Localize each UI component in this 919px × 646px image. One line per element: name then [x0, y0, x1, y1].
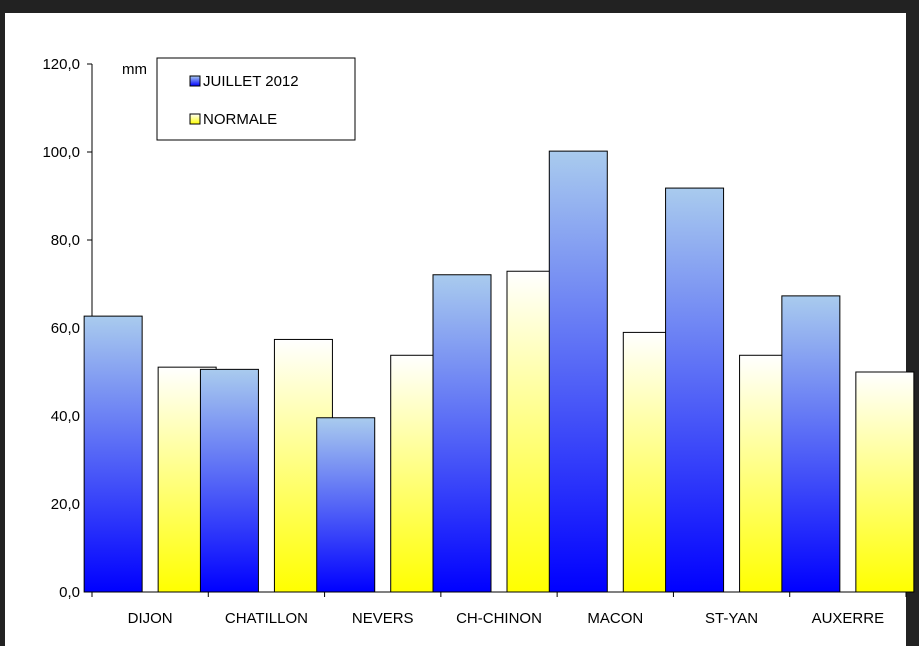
x-tick-label: NEVERS: [352, 610, 414, 627]
y-tick-label: 60,0: [51, 320, 80, 337]
legend: JUILLET 2012 NORMALE: [156, 57, 356, 141]
x-tick-label: AUXERRE: [812, 610, 885, 627]
bar-juillet-2012-ch-chinon: [432, 274, 492, 593]
bars-group: [83, 150, 915, 593]
legend-label-normale: NORMALE: [203, 111, 277, 128]
x-axis: DIJON CHATILLON NEVERS CH-CHINON MACON ST-YAN…: [91, 591, 907, 627]
bar-juillet-2012-dijon: [83, 315, 143, 593]
x-tick-label: CH-CHINON: [456, 610, 542, 627]
x-tick-label: MACON: [587, 610, 643, 627]
bar-juillet-2012-macon: [548, 150, 608, 593]
legend-label-juillet-2012: JUILLET 2012: [203, 73, 299, 90]
bar-juillet-2012-auxerre: [781, 295, 841, 593]
y-tick-label: 80,0: [51, 232, 80, 249]
y-tick-label: 0,0: [59, 584, 80, 601]
y-tick-label: 40,0: [51, 408, 80, 425]
y-tick-label: 20,0: [51, 496, 80, 513]
bar-normale-auxerre: [855, 371, 915, 593]
x-tick-label: DIJON: [128, 610, 173, 627]
y-tick-label: 120,0: [42, 56, 80, 73]
x-tick-label: ST-YAN: [705, 610, 758, 627]
x-tick-label: CHATILLON: [225, 610, 308, 627]
bar-juillet-2012-nevers: [316, 417, 376, 593]
legend-swatch-juillet-2012: [189, 75, 201, 87]
y-tick-label: 100,0: [42, 144, 80, 161]
bar-juillet-2012-st-yan: [665, 187, 725, 593]
bar-juillet-2012-chatillon: [199, 368, 259, 593]
legend-swatch-normale: [189, 113, 201, 125]
y-unit-label: mm: [122, 61, 147, 78]
legend-box: [156, 57, 356, 141]
